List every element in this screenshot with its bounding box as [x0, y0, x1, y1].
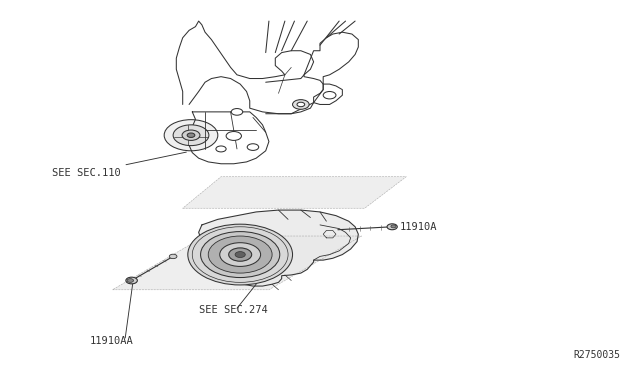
Circle shape — [208, 236, 272, 273]
Text: 11910AA: 11910AA — [90, 336, 134, 346]
Circle shape — [127, 279, 134, 282]
Circle shape — [216, 146, 226, 152]
Polygon shape — [182, 177, 406, 208]
Circle shape — [164, 120, 218, 151]
Polygon shape — [198, 210, 358, 286]
Circle shape — [188, 224, 292, 285]
Circle shape — [231, 109, 243, 115]
Circle shape — [297, 102, 305, 107]
Circle shape — [187, 133, 195, 137]
Circle shape — [200, 232, 280, 278]
Circle shape — [173, 125, 209, 145]
Circle shape — [292, 100, 309, 109]
Polygon shape — [113, 236, 362, 290]
Circle shape — [182, 130, 200, 140]
Circle shape — [235, 251, 245, 257]
Circle shape — [226, 132, 241, 140]
Circle shape — [247, 144, 259, 150]
Circle shape — [220, 243, 260, 266]
Circle shape — [323, 92, 336, 99]
Circle shape — [387, 224, 397, 230]
Circle shape — [228, 248, 252, 261]
Circle shape — [391, 225, 396, 228]
Circle shape — [170, 254, 177, 259]
Text: SEE SEC.110: SEE SEC.110 — [52, 152, 186, 178]
Text: 11910A: 11910A — [392, 222, 437, 232]
Circle shape — [126, 277, 138, 284]
Text: R2750035: R2750035 — [573, 350, 620, 360]
Text: SEE SEC.274: SEE SEC.274 — [198, 305, 268, 315]
